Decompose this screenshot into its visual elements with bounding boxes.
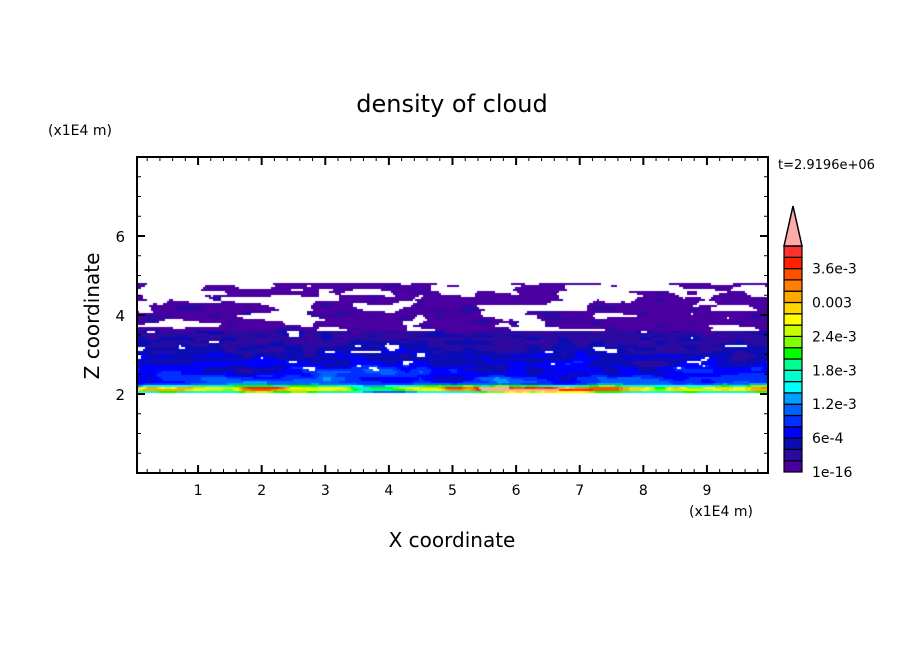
colorbar-swatch <box>783 448 803 462</box>
x-tick-label: 2 <box>257 483 266 499</box>
colorbar-swatch <box>783 301 803 315</box>
y-axis-label: Z coordinate <box>80 253 104 380</box>
y-unit-label: (x1E4 m) <box>48 123 112 139</box>
y-tick-label: 6 <box>115 228 125 246</box>
colorbar-swatch <box>783 268 803 281</box>
x-tick-label: 7 <box>575 483 584 499</box>
colorbar-tick-label: 1.2e-3 <box>812 397 857 413</box>
colorbar-swatch <box>783 392 803 405</box>
colorbar-extend-arrow <box>783 205 803 247</box>
time-label: t=2.9196e+06 <box>778 158 875 173</box>
colorbar-swatch <box>783 279 803 292</box>
colorbar-swatch <box>783 403 803 417</box>
colorbar-swatch <box>783 290 803 304</box>
cloud-density-field <box>137 157 768 473</box>
colorbar-swatch <box>783 335 803 349</box>
x-tick-label: 8 <box>639 483 648 499</box>
x-axis-label: X coordinate <box>389 528 516 552</box>
y-tick-label: 2 <box>115 386 125 404</box>
colorbar-swatch <box>783 426 803 439</box>
colorbar-swatch <box>783 256 803 270</box>
colorbar-swatch <box>783 381 803 394</box>
colorbar-swatch <box>783 313 803 326</box>
x-tick-label: 9 <box>702 483 711 499</box>
colorbar-swatch <box>783 437 803 451</box>
colorbar-swatch <box>783 245 803 258</box>
colorbar-tick-label: 2.4e-3 <box>812 329 857 345</box>
colorbar-tick-label: 1.8e-3 <box>812 363 857 379</box>
x-tick-label: 6 <box>512 483 521 499</box>
colorbar-swatch <box>783 358 803 371</box>
x-tick-label: 5 <box>448 483 457 499</box>
x-tick-label: 1 <box>194 483 203 499</box>
colorbar-swatch <box>783 369 803 383</box>
colorbar-swatch <box>783 347 803 360</box>
x-unit-label: (x1E4 m) <box>689 504 753 520</box>
chart-title: density of cloud <box>356 90 547 118</box>
colorbar-tick-label: 3.6e-3 <box>812 262 857 278</box>
colorbar-swatch <box>783 324 803 338</box>
colorbar-swatch <box>783 414 803 428</box>
plot-frame <box>136 156 769 474</box>
x-tick-label: 4 <box>384 483 393 499</box>
colorbar-tick-label: 0.003 <box>812 296 852 312</box>
y-tick-label: 4 <box>115 307 125 325</box>
colorbar-tick-label: 1e-16 <box>812 465 852 481</box>
colorbar-tick-label: 6e-4 <box>812 431 844 447</box>
x-tick-label: 3 <box>321 483 330 499</box>
colorbar-swatch <box>783 460 803 473</box>
